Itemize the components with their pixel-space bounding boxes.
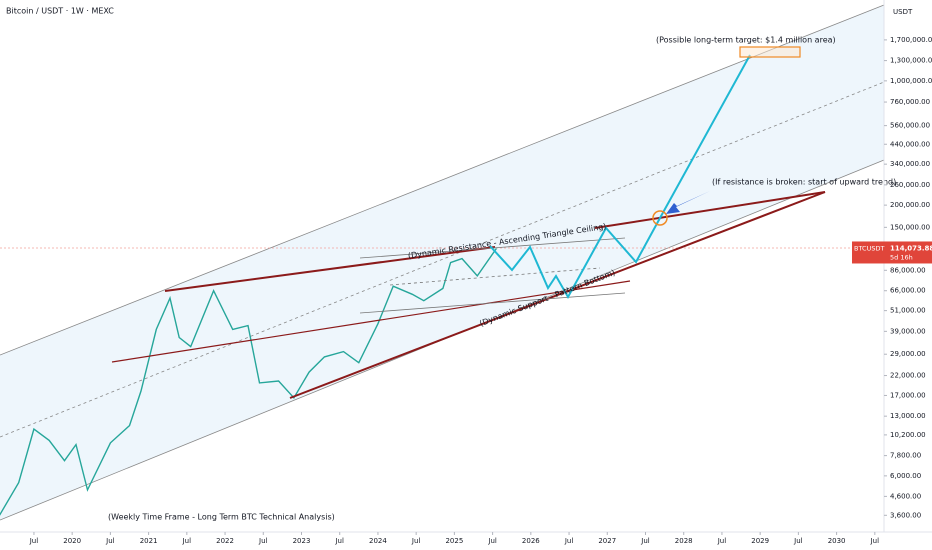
triangle-line (359, 292, 626, 314)
channel-upper (0, 4, 885, 356)
x-tick-label: 2028 (675, 537, 693, 545)
x-tick-label: Jul (334, 537, 344, 545)
x-tick-label: Jul (717, 537, 727, 545)
resistance-line (164, 246, 496, 292)
y-tick-label: 760,000.00 (890, 98, 930, 106)
y-tick-label: 7,800.00 (890, 452, 921, 460)
y-tick-label: 17,000.00 (890, 391, 926, 399)
currency-label: USDT (893, 8, 913, 16)
channel-mid (0, 81, 885, 438)
price-line-series (0, 248, 497, 516)
timeframe-note: (Weekly Time Frame - Long Term BTC Techn… (108, 513, 335, 522)
y-tick-label: 340,000.00 (890, 160, 930, 168)
y-tick-label: 29,000.00 (890, 350, 926, 358)
breakout-note: (If resistance is broken: start of upwar… (712, 178, 896, 187)
resistance-line (594, 191, 826, 229)
mid-red-line (111, 280, 631, 363)
x-tick-label: Jul (411, 537, 421, 545)
y-tick-label: 13,000.00 (890, 412, 926, 420)
x-tick-label: 2023 (293, 537, 311, 545)
support-line (289, 191, 826, 399)
y-tick-label: 440,000.00 (890, 140, 930, 148)
y-tick-label: 51,000.00 (890, 307, 926, 315)
y-tick-label: 1,700,000.00 (890, 36, 932, 44)
x-tick-label: 2030 (828, 537, 846, 545)
y-tick-label: 1,300,000.00 (890, 57, 932, 65)
price-tag-value: 114,073.88 (890, 244, 932, 252)
y-tick-label: 200,000.00 (890, 201, 930, 209)
channel-fill (0, 5, 884, 520)
x-tick-label: Jul (487, 537, 497, 545)
y-tick-label: 260,000.00 (890, 181, 930, 189)
y-tick-label: 3,600.00 (890, 511, 921, 519)
triangle-mid (389, 267, 601, 286)
y-tick-label: 39,000.00 (890, 327, 926, 335)
price-tag-bg (852, 241, 932, 264)
y-tick-label: 66,000.00 (890, 287, 926, 295)
arrow (666, 191, 710, 214)
x-tick-label: Jul (258, 537, 268, 545)
x-tick-label: Jul (564, 537, 574, 545)
y-tick-label: 1,000,000.00 (890, 77, 932, 85)
target-note: (Possible long-term target: $1.4 million… (656, 36, 836, 45)
x-tick-label: Jul (793, 537, 803, 545)
projection-path (489, 54, 751, 300)
header-title: Bitcoin / USDT · 1W · MEXC (6, 7, 114, 16)
x-tick-label: 2027 (598, 537, 616, 545)
y-tick-label: 10,200.00 (890, 431, 926, 439)
y-tick-label: 150,000.00 (890, 223, 930, 231)
x-tick-label: 2020 (63, 537, 81, 545)
x-tick-label: 2022 (216, 537, 234, 545)
y-tick-label: 86,000.00 (890, 266, 926, 274)
x-tick-label: Jul (870, 537, 880, 545)
x-tick-label: Jul (105, 537, 115, 545)
x-tick-label: 2026 (522, 537, 540, 545)
breakout-circle (652, 210, 668, 226)
y-tick-label: 6,000.00 (890, 472, 921, 480)
x-tick-label: 2029 (751, 537, 769, 545)
target-box (739, 46, 801, 58)
x-tick-label: Jul (29, 537, 39, 545)
y-tick-label: 4,600.00 (890, 492, 921, 500)
price-tag-symbol: BTCUSDT (854, 244, 884, 252)
x-tick-label: 2025 (445, 537, 463, 545)
y-tick-label: 560,000.00 (890, 122, 930, 130)
x-tick-label: Jul (640, 537, 650, 545)
price-tag-countdown: 5d 16h (890, 253, 913, 261)
x-tick-label: Jul (182, 537, 192, 545)
x-tick-label: 2021 (140, 537, 158, 545)
y-tick-label: 22,000.00 (890, 372, 926, 380)
x-tick-label: 2024 (369, 537, 387, 545)
